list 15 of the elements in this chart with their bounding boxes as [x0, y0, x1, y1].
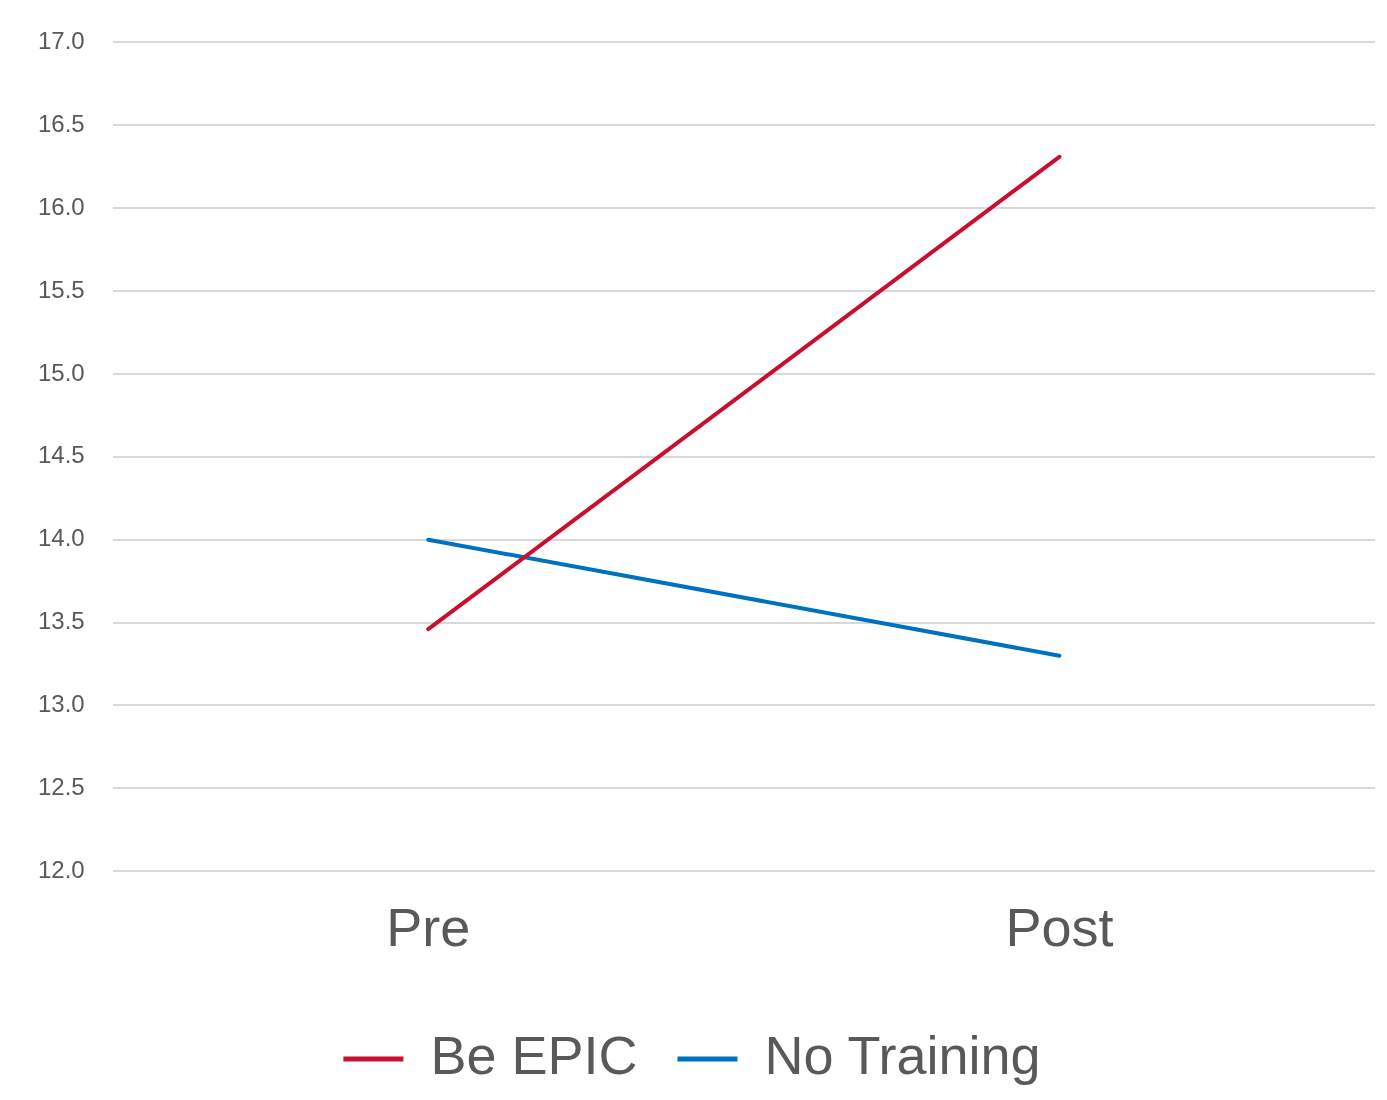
y-tick-label: 15.5: [37, 275, 85, 303]
y-tick-label: 12.5: [37, 772, 85, 800]
y-tick-label: 14.5: [37, 441, 85, 469]
y-tick-label: 12.0: [37, 855, 85, 883]
y-tick-label: 13.5: [37, 607, 85, 635]
legend-label: No Training: [764, 1024, 1041, 1085]
y-tick-label: 15.0: [37, 358, 85, 386]
y-tick-label: 16.5: [37, 109, 85, 137]
y-tick-label: 17.0: [37, 27, 85, 55]
legend-label: Be EPIC: [430, 1024, 638, 1085]
y-tick-label: 14.0: [37, 524, 85, 552]
y-tick-label: 16.0: [37, 192, 85, 220]
x-tick-label: Post: [1005, 897, 1114, 958]
x-tick-label: Pre: [386, 897, 471, 958]
y-tick-label: 13.0: [37, 690, 85, 718]
